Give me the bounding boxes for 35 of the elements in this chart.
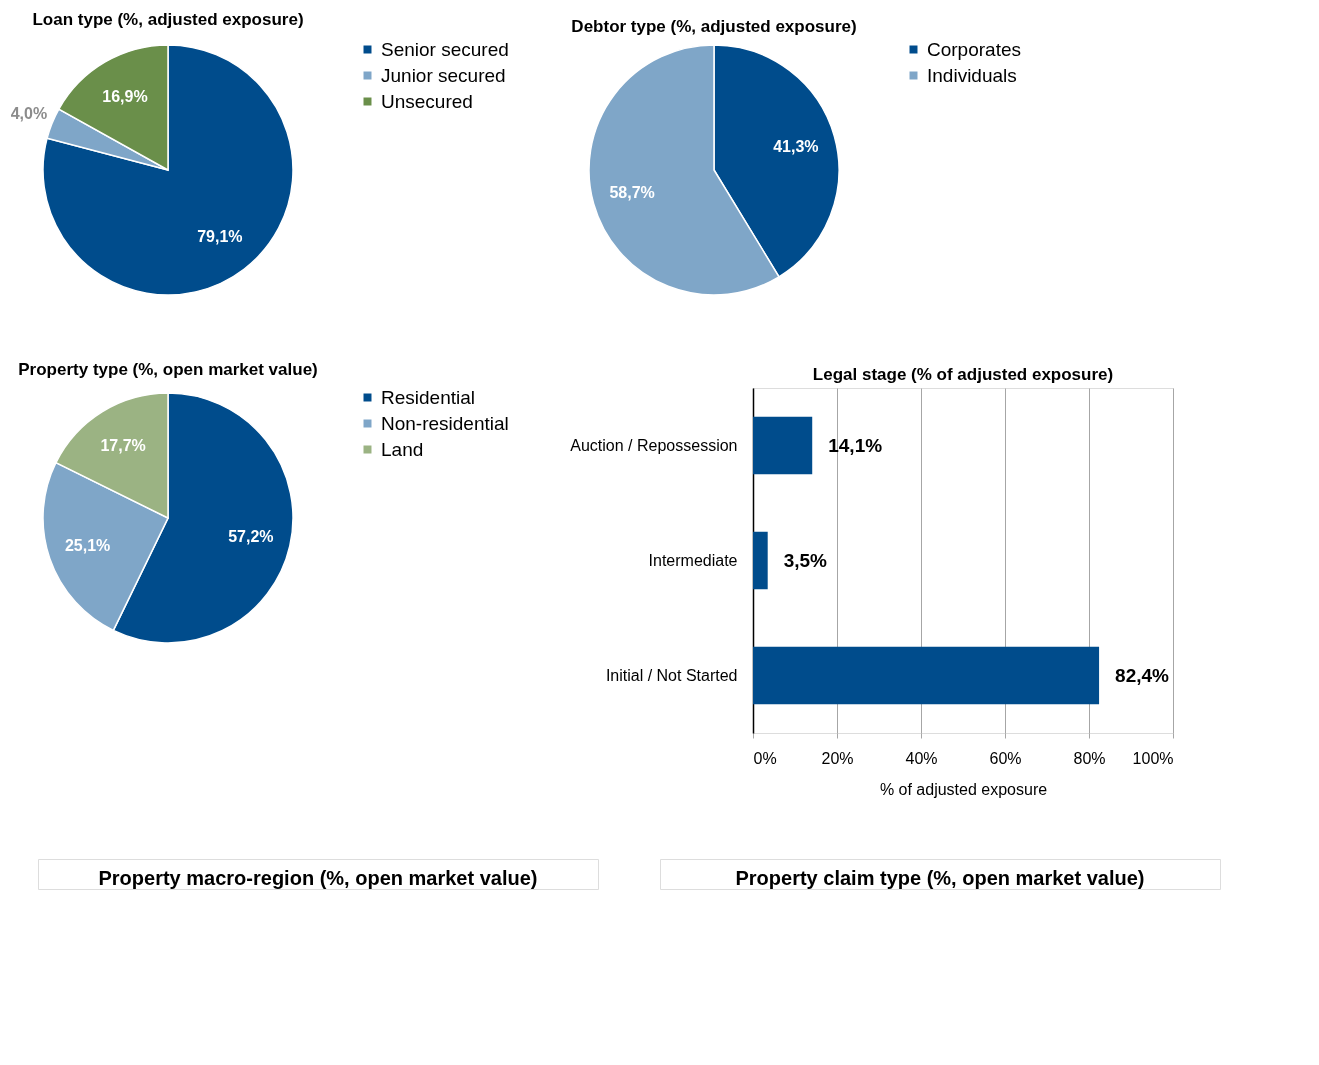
data-label: 79,1% bbox=[197, 228, 243, 246]
legend-label: Non-residential bbox=[381, 412, 509, 434]
y-tick-label: Auction / Repossession bbox=[570, 436, 738, 454]
x-tick-label: 40% bbox=[905, 749, 938, 767]
chart-title: Legal stage (% of adjusted exposure) bbox=[812, 365, 1114, 384]
legend-label: Corporates bbox=[927, 38, 1021, 60]
x-tick-label: 60% bbox=[989, 749, 1022, 767]
data-label: 25,1% bbox=[64, 536, 111, 554]
legend-label: Junior secured bbox=[381, 64, 506, 86]
data-label: 14,1% bbox=[828, 434, 883, 456]
legend-label: Land bbox=[381, 438, 424, 460]
x-tick-label: 80% bbox=[1073, 749, 1106, 767]
data-label: 41,3% bbox=[773, 138, 819, 156]
data-label: 4,0% bbox=[10, 104, 48, 122]
data-label: 58,7% bbox=[609, 183, 655, 201]
y-tick-label: Intermediate bbox=[648, 551, 738, 569]
data-label: 82,4% bbox=[1115, 664, 1170, 686]
data-label: 17,7% bbox=[100, 436, 146, 454]
legend-label: Unsecured bbox=[381, 90, 473, 112]
legend-label: Residential bbox=[381, 386, 475, 408]
y-tick-label: Initial / Not Started bbox=[605, 666, 738, 684]
data-label: 57,2% bbox=[228, 528, 274, 546]
x-tick-label: 0% bbox=[753, 749, 777, 767]
data-label: 16,9% bbox=[102, 87, 148, 105]
x-axis-title: % of adjusted exposure bbox=[879, 780, 1048, 798]
legend-label: Individuals bbox=[927, 64, 1017, 86]
chart-title: Loan type (%, adjusted exposure) bbox=[32, 9, 304, 29]
chart-title: Debtor type (%, adjusted exposure) bbox=[571, 17, 857, 36]
x-tick-label: 20% bbox=[821, 749, 854, 767]
chart-title: Property type (%, open market value) bbox=[18, 359, 318, 379]
x-tick-label: 100% bbox=[1132, 749, 1174, 767]
legend-label: Senior secured bbox=[381, 38, 509, 60]
text: Property claim type (%, open market value) bbox=[735, 867, 1145, 889]
text: Property macro-region (%, open market value) bbox=[98, 867, 538, 889]
data-label: 3,5% bbox=[783, 549, 828, 571]
